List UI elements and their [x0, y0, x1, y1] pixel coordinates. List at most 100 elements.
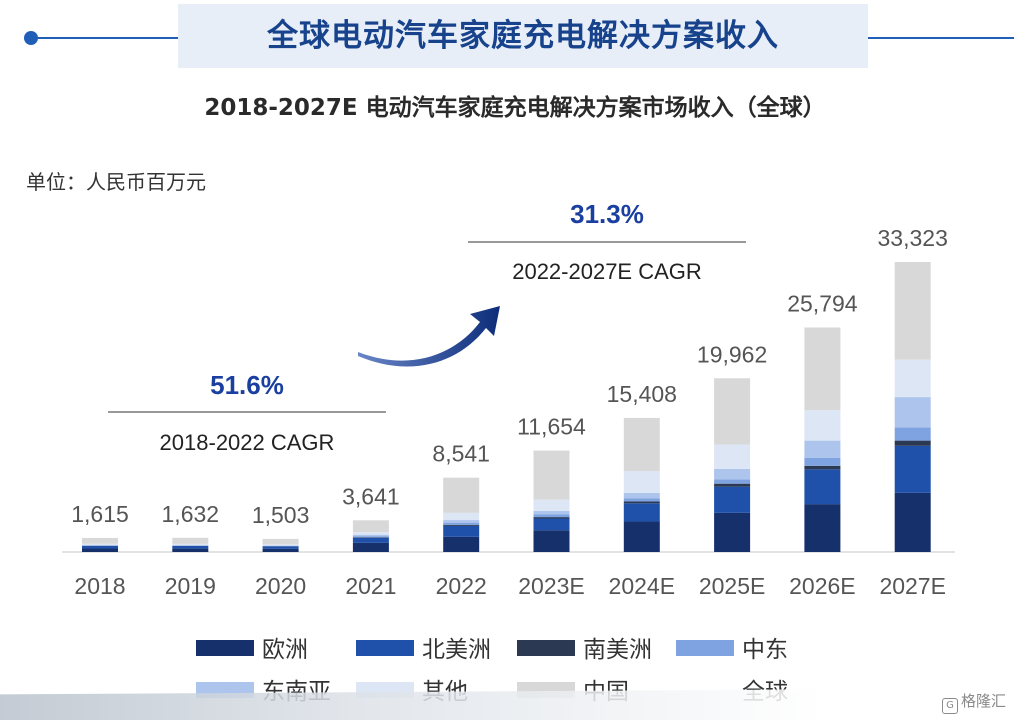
bar-segment-2022-5: [443, 512, 480, 521]
bar-segment-2023E-6: [533, 450, 570, 500]
bar-segment-2025E-4: [714, 468, 751, 480]
bar-segment-2025E-3: [714, 479, 751, 484]
bar-segment-2025E-2: [714, 483, 751, 487]
bar-segment-2025E-6: [714, 378, 751, 445]
total-label-2022: 8,541: [432, 441, 490, 467]
banner-line-left: [30, 37, 178, 39]
watermark-logo-icon: G: [942, 698, 958, 714]
banner-title: 全球电动汽车家庭充电解决方案收入: [267, 18, 779, 54]
bar-segment-2019-0: [172, 548, 209, 552]
x-tick-2024E: 2024E: [609, 573, 676, 599]
bar-segment-2024E-0: [623, 521, 660, 552]
bar-segment-2025E-0: [714, 512, 751, 552]
legend-swatch-2: [517, 640, 575, 656]
bar-segment-2027E-4: [894, 397, 931, 428]
legend-label-1: 北美洲: [422, 637, 491, 663]
bar-segment-2021-5: [352, 532, 389, 535]
total-label-2023E: 11,654: [517, 414, 586, 440]
legend-label-3: 中东: [742, 637, 788, 663]
bar-segment-2018-5: [82, 543, 118, 546]
bar-segment-2027E-5: [894, 359, 931, 398]
legend-swatch-1: [356, 640, 414, 656]
legend-label-0: 欧洲: [262, 637, 308, 663]
bar-segment-2025E-5: [714, 444, 751, 469]
banner-dot: [24, 31, 38, 45]
bar-segment-2019-6: [172, 537, 209, 544]
banner-line-right: [868, 37, 1014, 39]
bar-segment-2023E-3: [533, 514, 570, 518]
legend-swatch-0: [196, 640, 254, 656]
bar-segment-2019-1: [172, 545, 209, 549]
cagr2-value: 31.3%: [570, 199, 644, 229]
x-tick-2020: 2020: [255, 573, 306, 599]
bar-segment-2023E-4: [533, 511, 570, 515]
bar-segment-2025E-1: [714, 486, 751, 513]
bar-segment-2027E-1: [894, 445, 931, 493]
x-tick-2026E: 2026E: [789, 573, 856, 599]
total-label-2018: 1,615: [71, 501, 129, 527]
watermark-text: 格隆汇: [961, 692, 1007, 710]
bar-segment-2024E-2: [623, 501, 660, 504]
watermark: G 格隆汇: [942, 690, 1006, 714]
x-tick-labels-layer: 2018 2019 2020 2021 2022 2023E 2024E 2025E 2026E…: [74, 573, 946, 599]
bar-segment-2022-0: [443, 536, 480, 552]
bar-segment-2027E-0: [894, 492, 931, 552]
x-tick-2027E: 2027E: [879, 573, 946, 599]
bar-segment-2023E-1: [533, 518, 570, 531]
total-label-2019: 1,632: [162, 501, 220, 527]
bar-segment-2024E-1: [623, 503, 660, 522]
bar-segment-2018-0: [82, 548, 118, 552]
total-label-2027E: 33,323: [878, 225, 948, 251]
x-tick-2025E: 2025E: [699, 573, 766, 599]
bar-segment-2020-5: [262, 544, 299, 546]
bar-segment-2026E-4: [804, 440, 841, 459]
bar-segment-2023E-0: [533, 530, 570, 552]
bar-segment-2027E-3: [894, 427, 931, 441]
bar-segment-2026E-3: [804, 458, 841, 466]
bar-segment-2021-0: [352, 542, 389, 552]
bar-segment-2024E-3: [623, 498, 660, 502]
total-label-2020: 1,503: [252, 502, 310, 528]
bar-segment-2027E-6: [894, 262, 931, 360]
x-tick-2021: 2021: [345, 573, 396, 599]
bar-segment-2021-4: [352, 534, 389, 537]
bar-segment-2024E-6: [623, 417, 660, 472]
total-label-2026E: 25,794: [787, 291, 858, 317]
total-label-2021: 3,641: [342, 483, 400, 509]
growth-arrow-icon: [358, 306, 500, 367]
bar-segment-2022-6: [443, 477, 480, 513]
cagr1-label: 2018-2022 CAGR: [160, 430, 335, 455]
bar-segment-2024E-4: [623, 492, 660, 499]
x-tick-2023E: 2023E: [518, 573, 585, 599]
bars-layer: [82, 262, 931, 552]
total-label-2024E: 15,408: [607, 381, 677, 407]
cagr2-label: 2022-2027E CAGR: [512, 259, 702, 284]
bar-segment-2021-3: [352, 536, 389, 538]
banner-box: [178, 4, 868, 68]
bar-segment-2024E-5: [623, 471, 660, 493]
bar-segment-2018-1: [82, 545, 118, 549]
chart-subtitle: 2018-2027E 电动汽车家庭充电解决方案市场收入（全球）: [204, 95, 826, 121]
x-tick-2022: 2022: [436, 573, 487, 599]
bar-segment-2019-5: [172, 543, 209, 546]
bar-segment-2022-1: [443, 525, 480, 537]
total-labels-layer: 1,615 1,632 1,503 3,641 8,541 11,654 15,408 19,…: [71, 225, 948, 528]
total-label-2025E: 19,962: [697, 341, 767, 367]
x-tick-2019: 2019: [165, 573, 216, 599]
legend-label-2: 南美洲: [583, 637, 652, 663]
bar-segment-2020-0: [262, 548, 299, 552]
bar-segment-2027E-2: [894, 440, 931, 446]
bar-segment-2020-6: [262, 538, 299, 545]
bar-segment-2026E-0: [804, 504, 841, 552]
bar-segment-2022-2: [443, 524, 480, 526]
legend-swatch-3: [676, 640, 734, 656]
bar-segment-2026E-2: [804, 465, 841, 470]
bar-segment-2022-4: [443, 520, 480, 523]
bar-segment-2026E-6: [804, 327, 841, 411]
bar-segment-2023E-5: [533, 499, 570, 512]
cagr1-value: 51.6%: [210, 370, 284, 400]
bar-segment-2026E-5: [804, 410, 841, 441]
bar-segment-2018-6: [82, 537, 118, 544]
bar-segment-2026E-1: [804, 469, 841, 505]
